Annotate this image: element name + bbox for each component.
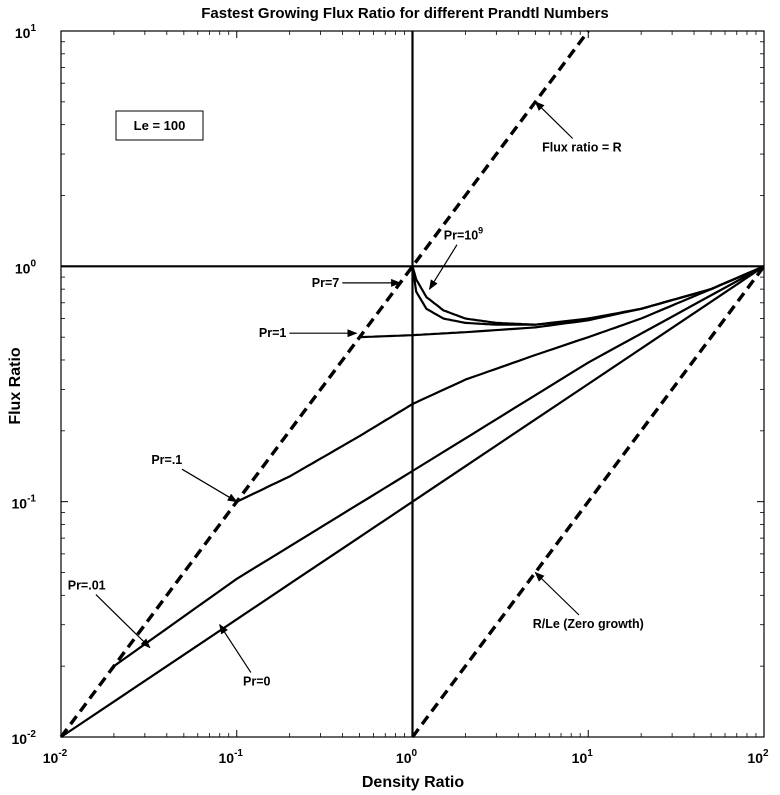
x-tick-label-base: 10 — [572, 750, 588, 766]
series-line-pr-1 — [236, 265, 765, 503]
y-tick-label-exponent: 1 — [30, 23, 36, 34]
annotation-pr-0: Pr=0 — [243, 675, 271, 689]
annotation-pr-1: Pr=.1 — [151, 453, 182, 467]
y-axis-label: Flux Ratio — [7, 347, 24, 425]
legend-box-text: Le = 100 — [134, 118, 186, 133]
x-tick-label-base: 10 — [396, 750, 412, 766]
y-tick-label: 10-1 — [12, 494, 37, 512]
annotation-text: Pr=0 — [243, 675, 271, 689]
y-tick-label: 101 — [15, 23, 37, 41]
annotation-r-le-zero-growth: R/Le (Zero growth) — [533, 617, 644, 631]
annotation-superscript: 9 — [478, 226, 483, 236]
x-tick-label-exponent: 2 — [763, 748, 769, 759]
x-tick-label-exponent: 1 — [587, 748, 593, 759]
annotation-text: Pr=.01 — [68, 579, 106, 593]
annotation-text: R/Le (Zero growth) — [533, 617, 644, 631]
x-tick-label: 10-2 — [43, 748, 68, 766]
series-line-r-le-zero-growth — [411, 265, 766, 739]
annotation-text: Pr=1 — [259, 326, 287, 340]
series-line-pr-1 — [359, 265, 765, 339]
annotation-text: Pr=7 — [312, 276, 340, 290]
legend-box-frame — [115, 110, 204, 141]
x-axis-label: Density Ratio — [362, 774, 464, 791]
annotation-arrow — [181, 468, 238, 503]
annotation-arrow — [534, 571, 580, 616]
x-tick-label: 102 — [747, 748, 769, 766]
y-tick-label-exponent: 0 — [30, 258, 36, 269]
x-tick-label-exponent: -2 — [58, 748, 67, 759]
annotation-pr-109: Pr=109 — [444, 226, 483, 243]
series-line-pr-0 — [60, 265, 765, 738]
x-tick-label: 100 — [396, 748, 418, 766]
annotation-flux-ratio-r: Flux ratio = R — [542, 140, 622, 154]
annotation-arrow — [534, 101, 574, 139]
plot-area — [59, 29, 766, 739]
y-tick-label: 100 — [15, 258, 37, 276]
annotation-arrow — [219, 623, 252, 673]
y-tick-label: 10-2 — [12, 729, 37, 747]
x-tick-label-base: 10 — [747, 750, 763, 766]
series-line-pr-10-9 — [411, 265, 765, 326]
legend-box: Le = 100 — [115, 110, 204, 141]
y-tick-label-exponent: -1 — [27, 494, 36, 505]
annotations: Flux ratio = R Pr=109 Pr=7 Pr=1 Pr=.1 Pr=.01 P… — [68, 101, 644, 689]
series-line-flux-ratio-r — [59, 29, 590, 739]
annotation-pr-7: Pr=7 — [312, 276, 340, 290]
x-tick-label: 101 — [572, 748, 594, 766]
annotation-text: Pr=.1 — [151, 453, 182, 467]
annotation-arrow — [428, 244, 458, 290]
y-tick-label-base: 10 — [15, 260, 31, 276]
x-axis-ticks: 10-2 10-1 100 101 102 — [43, 31, 769, 766]
annotation-pr-1: Pr=1 — [259, 326, 287, 340]
y-tick-label-base: 10 — [15, 25, 31, 41]
y-tick-label-base: 10 — [12, 731, 28, 747]
x-tick-label-exponent: 0 — [412, 748, 418, 759]
annotation-pr-01: Pr=.01 — [68, 579, 106, 593]
x-tick-label-base: 10 — [43, 750, 59, 766]
x-tick-label-base: 10 — [219, 750, 235, 766]
annotation-text: Flux ratio = R — [542, 140, 622, 154]
series-line-pr-01 — [113, 265, 765, 668]
x-tick-label: 10-1 — [219, 748, 244, 766]
annotation-arrow — [95, 594, 151, 649]
chart-title: Fastest Growing Flux Ratio for different… — [201, 5, 609, 22]
annotation-text: Pr=10 — [444, 229, 478, 243]
x-tick-label-exponent: -1 — [234, 748, 243, 759]
y-tick-label-base: 10 — [12, 496, 28, 512]
y-tick-label-exponent: -2 — [27, 729, 36, 740]
